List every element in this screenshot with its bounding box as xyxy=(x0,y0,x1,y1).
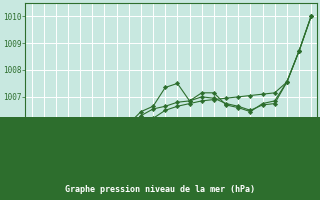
Text: Graphe pression niveau de la mer (hPa): Graphe pression niveau de la mer (hPa) xyxy=(65,184,255,194)
